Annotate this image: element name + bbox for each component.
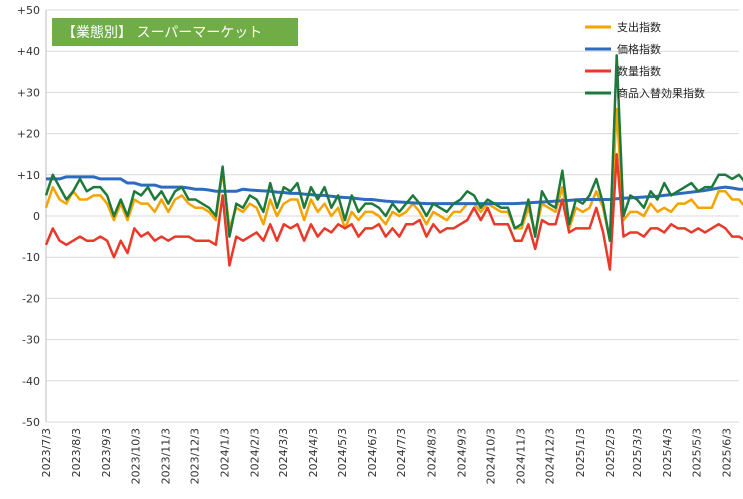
x-tick-label: 2025/4/3 [661, 428, 674, 477]
y-tick-label: +10 [17, 169, 40, 182]
x-tick-label: 2024/9/3 [455, 428, 468, 477]
y-tick-label: -10 [22, 251, 40, 264]
y-tick-label: -20 [22, 292, 40, 305]
x-tick-label: 2024/7/3 [395, 428, 408, 477]
y-tick-label: +50 [17, 4, 40, 17]
x-tick-label: 2025/3/3 [631, 428, 644, 477]
legend-label: 商品入替効果指数 [617, 86, 705, 100]
x-tick-label: 2024/1/3 [219, 428, 232, 477]
title-box [52, 18, 298, 46]
y-tick-label: 0 [33, 210, 40, 223]
x-tick-label: 2025/6/3 [720, 428, 733, 477]
chart-title: 【業態別】 スーパーマーケット [52, 18, 298, 46]
x-tick-label: 2023/8/3 [70, 428, 83, 477]
x-tick-label: 2024/2/3 [249, 428, 262, 477]
x-tick-label: 2023/11/3 [159, 428, 172, 484]
y-tick-label: +30 [17, 86, 40, 99]
y-tick-label: +20 [17, 128, 40, 141]
legend-label: 支出指数 [617, 20, 661, 34]
legend-label: 価格指数 [617, 42, 661, 56]
x-tick-label: 2024/5/3 [336, 428, 349, 477]
x-tick-label: 2024/6/3 [366, 428, 379, 477]
x-tick-label: 2024/4/3 [307, 428, 320, 477]
x-tick-label: 2024/12/3 [544, 428, 557, 484]
x-tick-label: 2024/3/3 [277, 428, 290, 477]
y-tick-label: -50 [22, 416, 40, 429]
grid-lines [45, 9, 739, 423]
x-axis-ticks: 2023/7/3 2023/8/3 2023/9/3 2023/10/3 2023/11… [40, 428, 733, 484]
x-tick-label: 2025/5/3 [690, 428, 703, 477]
x-tick-label: 2023/7/3 [40, 428, 53, 477]
x-tick-label: 2025/2/3 [604, 428, 617, 477]
x-tick-label: 2025/1/3 [574, 428, 587, 477]
y-tick-label: +40 [17, 45, 40, 58]
title-text: 【業態別】 スーパーマーケット [62, 25, 262, 41]
series-line-3 [44, 54, 743, 242]
x-tick-label: 2023/9/3 [100, 428, 113, 477]
series-line-0 [44, 107, 743, 242]
x-tick-label: 2024/8/3 [425, 428, 438, 477]
x-tick-label: 2024/10/3 [485, 428, 498, 484]
x-tick-label: 2023/10/3 [129, 428, 142, 484]
legend-label: 数量指数 [617, 64, 661, 78]
y-tick-label: -40 [22, 375, 40, 388]
series-line-2 [44, 152, 743, 271]
y-tick-label: -30 [22, 334, 40, 347]
y-axis-ticks: -50 -40 -30 -20 -10 0 +10 +20 +30 +40 +50 [17, 4, 40, 429]
series-lines [44, 54, 743, 271]
x-tick-label: 2023/12/3 [189, 428, 202, 484]
x-tick-label: 2024/11/3 [515, 428, 528, 484]
